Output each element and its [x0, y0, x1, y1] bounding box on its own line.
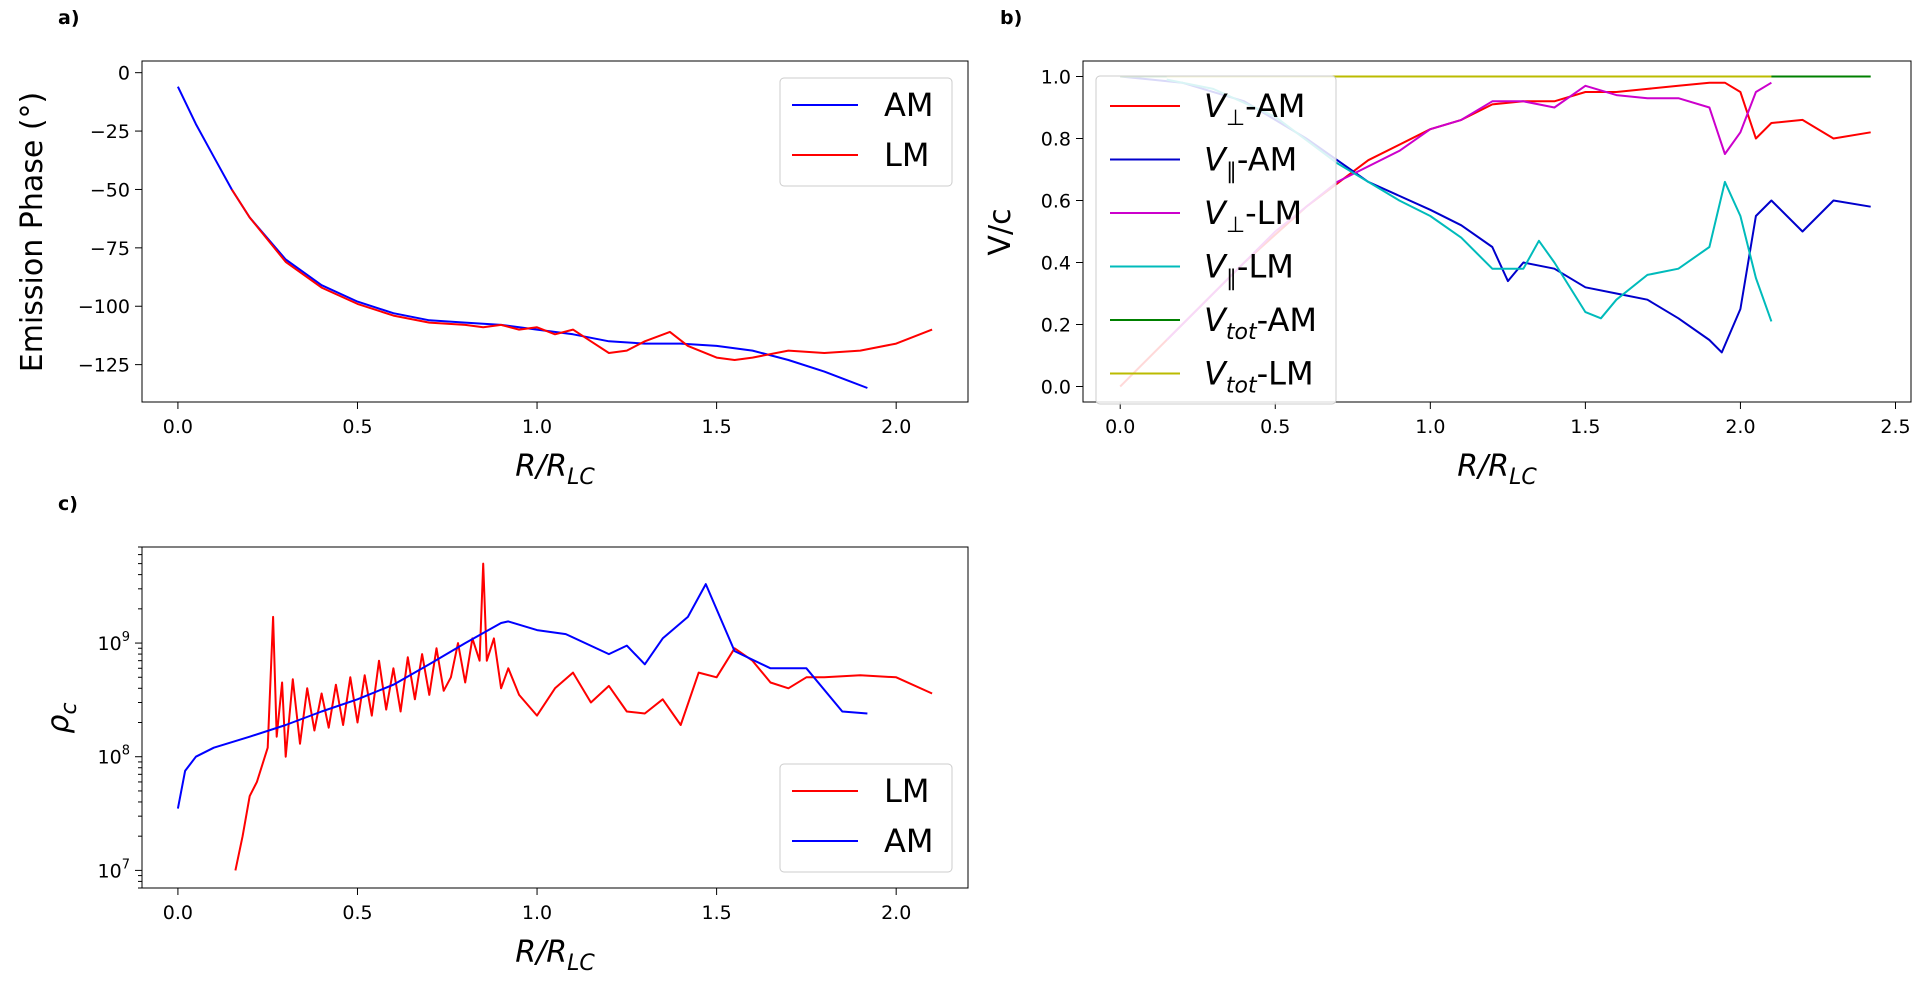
panel-a-series-layer — [176, 86, 933, 389]
panel-a-y-axis-label: Emission Phase (°) — [15, 92, 50, 373]
panel-b-y-tick-label: 0.6 — [1041, 191, 1071, 213]
panel-a-legend-label-lm: LM — [884, 136, 929, 174]
panel-b-y-axis-label: V/c — [983, 208, 1018, 255]
panel-c-series-layer — [176, 562, 933, 871]
panel-b-label: b) — [1000, 7, 1022, 29]
panel-b-legend: V⊥-AM V∥-AM V⊥-LM V∥-LM Vtot-AM Vtot-LM — [1095, 75, 1337, 405]
panel-c-y-axis-label: ρc — [41, 702, 82, 733]
panel-c-label: c) — [58, 493, 78, 515]
panel-a-x-tick-label: 1.5 — [701, 416, 731, 438]
panel-b-x-tick-label: 1.0 — [1415, 416, 1445, 438]
panel-b-y-tick-label: 0.2 — [1041, 315, 1071, 337]
panel-c-x-tick-label: 0.0 — [163, 902, 193, 924]
panel-b-x-tick-label: 0.5 — [1260, 416, 1290, 438]
panel-b-y-ticks: 0.0 0.2 0.4 0.6 0.8 1.0 — [1041, 67, 1083, 399]
panel-c-legend-label-am: AM — [884, 822, 934, 860]
panel-a-y-tick-label: 0 — [118, 63, 130, 85]
panel-b-xlabel-main: R/R — [1457, 449, 1509, 484]
panel-c-ylabel-main: ρ — [41, 715, 76, 734]
panel-a-y-tick-label: −125 — [78, 355, 130, 377]
panel-c-x-tick-label: 1.0 — [522, 902, 552, 924]
panel-b-series-vlm-2 — [1165, 81, 1772, 341]
panel-a-series-lm-1 — [230, 188, 933, 361]
panel-a-xlabel-main: R/R — [515, 449, 567, 484]
panel-a-x-ticks: 0.0 0.5 1.0 1.5 2.0 — [163, 402, 911, 438]
panel-b-legend-label: V∥-AM — [1204, 141, 1297, 185]
panel-c-axes-frame — [141, 546, 969, 889]
panel-a-label: a) — [58, 7, 80, 29]
panel-b-y-tick-label: 0.8 — [1041, 129, 1071, 151]
panel-c-x-ticks: 0.0 0.5 1.0 1.5 2.0 — [163, 888, 911, 924]
panel-a-axes-frame — [141, 60, 969, 403]
panel-c-y-tick-label: 107 — [98, 857, 130, 882]
panel-b-y-tick-label: 1.0 — [1041, 67, 1071, 89]
panel-a-y-tick-label: −75 — [90, 238, 130, 260]
panel-b-x-tick-label: 2.0 — [1725, 416, 1755, 438]
panel-c-series-lm-0 — [234, 562, 933, 871]
panel-a-x-tick-label: 1.0 — [522, 416, 552, 438]
panel-b-legend-box — [1095, 75, 1337, 405]
panel-c-legend-label-lm: LM — [884, 772, 929, 810]
panel-c: c) 0.0 0.5 1.0 1.5 2.0 107 108 109 R/RLC ρc LM… — [41, 493, 969, 976]
panel-a-y-tick-label: −25 — [90, 121, 130, 143]
panel-c-x-axis-label: R/RLC — [515, 935, 595, 976]
panel-c-series-am-1 — [176, 583, 868, 809]
panel-b-x-axis-label: R/RLC — [1457, 449, 1537, 490]
panel-c-y-tick-label: 108 — [98, 744, 130, 769]
panel-b-x-tick-label: 0.0 — [1105, 416, 1135, 438]
panel-b-y-tick-label: 0.0 — [1041, 377, 1071, 399]
panel-c-x-tick-label: 0.5 — [342, 902, 372, 924]
panel-a-y-tick-label: −50 — [90, 179, 130, 201]
panel-a-y-tick-label: −100 — [78, 296, 130, 318]
panel-a-x-tick-label: 0.0 — [163, 416, 193, 438]
panel-b: b) 0.0 0.5 1.0 1.5 2.0 2.5 0.0 0.2 0.4 0.6 0.8 1.0… — [983, 7, 1912, 490]
panel-b-y-tick-label: 0.4 — [1041, 253, 1071, 275]
panel-b-axes-frame — [1082, 60, 1912, 403]
panel-c-x-tick-label: 2.0 — [881, 902, 911, 924]
panel-c-xlabel-sub: LC — [567, 951, 595, 976]
panel-a-series-am-0 — [176, 86, 868, 389]
panel-a-xlabel-sub: LC — [567, 465, 595, 490]
panel-a-x-tick-label: 0.5 — [342, 416, 372, 438]
panel-c-y-tick-label: 109 — [98, 630, 130, 655]
panel-b-xlabel-sub: LC — [1509, 465, 1537, 490]
panel-c-ylabel-sub: c — [57, 702, 82, 714]
panel-a-x-axis-label: R/RLC — [515, 449, 595, 490]
panel-b-x-tick-label: 1.5 — [1570, 416, 1600, 438]
panel-b-x-tick-label: 2.5 — [1880, 416, 1910, 438]
panel-c-y-ticks: 107 108 109 — [98, 546, 142, 889]
panel-a-legend-label-am: AM — [884, 86, 934, 124]
panel-b-legend-label: V⊥-AM — [1204, 87, 1305, 131]
panel-b-legend-label: V∥-LM — [1204, 248, 1294, 292]
panel-b-series-vam-0 — [1119, 81, 1871, 388]
panel-b-legend-label: V⊥-LM — [1204, 194, 1302, 238]
panel-c-x-tick-label: 1.5 — [701, 902, 731, 924]
panel-a-legend: AM LM — [779, 77, 953, 187]
panel-c-legend: LM AM — [779, 763, 953, 873]
panel-b-series-vlm-3 — [1166, 78, 1773, 322]
panel-b-legend-label: Vtot-AM — [1204, 301, 1317, 345]
panel-a-x-tick-label: 2.0 — [881, 416, 911, 438]
panel-c-xlabel-main: R/R — [515, 935, 567, 970]
panel-b-x-ticks: 0.0 0.5 1.0 1.5 2.0 2.5 — [1105, 402, 1911, 438]
panel-a: a) 0.0 0.5 1.0 1.5 2.0 0 −25 −50 −75 −100 −125 R/… — [15, 7, 969, 490]
panel-b-legend-label: Vtot-LM — [1204, 355, 1314, 399]
panel-a-y-ticks: 0 −25 −50 −75 −100 −125 — [78, 63, 142, 377]
panel-b-series-vam-1 — [1120, 75, 1871, 354]
